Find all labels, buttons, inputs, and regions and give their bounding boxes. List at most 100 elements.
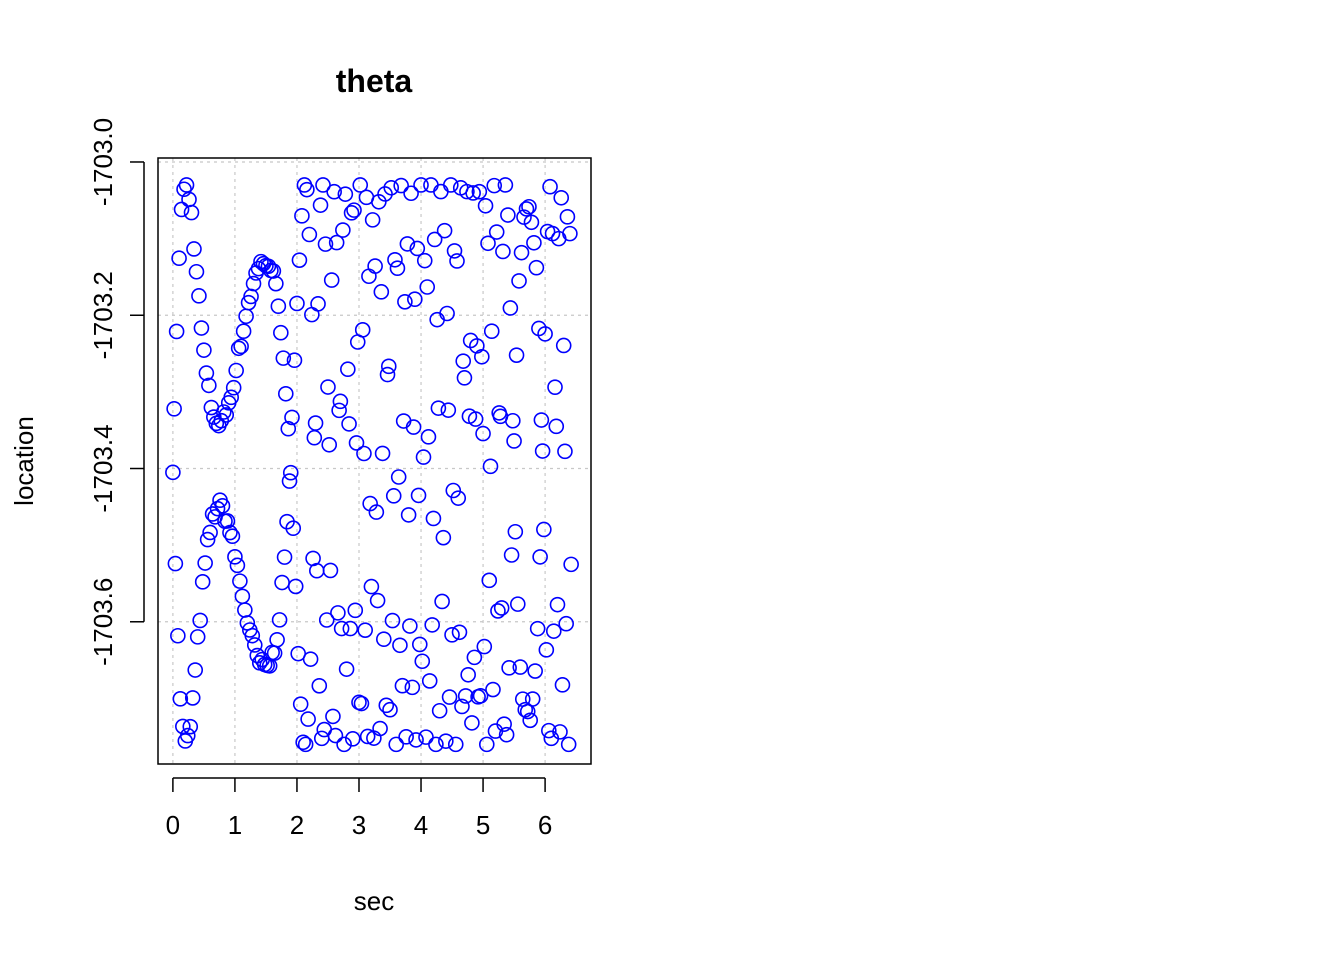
data-point	[459, 183, 475, 200]
data-point	[332, 393, 349, 410]
data-point	[188, 263, 205, 280]
data-point	[322, 562, 339, 579]
data-point	[326, 183, 342, 200]
data-point	[393, 177, 409, 194]
data-point	[486, 177, 503, 194]
data-point	[260, 258, 277, 275]
data-point	[517, 701, 534, 718]
data-point	[229, 557, 246, 574]
data-point	[294, 208, 310, 224]
data-point	[237, 602, 253, 618]
data-point	[233, 338, 249, 355]
data-point	[474, 348, 490, 365]
data-point	[465, 185, 481, 201]
data-point	[502, 300, 519, 316]
data-point	[302, 651, 319, 667]
data-point	[503, 547, 520, 563]
y-tick-label: -1703.4	[88, 424, 118, 512]
data-point	[407, 291, 423, 308]
data-point	[481, 572, 498, 589]
data-point	[273, 324, 289, 341]
data-point	[184, 690, 201, 706]
data-point	[394, 677, 411, 694]
data-point	[306, 429, 323, 446]
data-point	[523, 214, 540, 231]
data-point	[182, 718, 199, 735]
data-point	[280, 420, 297, 437]
data-point	[265, 263, 282, 279]
data-point	[524, 691, 541, 707]
data-point	[223, 389, 240, 406]
data-point	[315, 177, 331, 193]
x-tick-label: 4	[414, 810, 428, 840]
data-point	[475, 425, 491, 442]
data-point	[311, 678, 328, 694]
data-point	[420, 429, 437, 445]
data-point	[348, 435, 365, 451]
data-point	[338, 661, 355, 677]
data-point	[455, 353, 472, 369]
data-point	[563, 556, 579, 573]
data-point	[397, 293, 413, 310]
data-point	[170, 627, 186, 644]
x-axis: 0 1 2 3 4 5 6	[166, 777, 552, 840]
data-point	[346, 202, 362, 218]
data-point	[201, 377, 217, 394]
data-point	[299, 181, 315, 198]
data-point	[450, 490, 467, 506]
data-point	[175, 718, 191, 735]
data-point	[438, 733, 454, 749]
data-point	[464, 715, 480, 731]
data-point	[522, 712, 539, 729]
data-point	[500, 207, 516, 223]
data-point	[165, 464, 181, 481]
data-point	[443, 177, 459, 193]
data-point	[356, 445, 372, 462]
data-point	[447, 736, 464, 753]
data-point	[359, 728, 376, 745]
data-point	[558, 615, 574, 632]
data-point	[320, 379, 336, 395]
data-point	[285, 520, 302, 536]
data-point	[390, 469, 407, 485]
data-point	[398, 729, 414, 745]
data-point	[269, 631, 285, 648]
data-point	[179, 727, 196, 744]
data-point	[300, 711, 316, 727]
data-point	[234, 588, 251, 605]
x-tick-label: 6	[538, 810, 552, 840]
data-point	[307, 415, 324, 431]
data-point	[439, 305, 455, 322]
data-point	[498, 726, 515, 743]
data-point	[213, 412, 230, 429]
data-point	[444, 627, 460, 643]
data-point	[227, 549, 243, 565]
data-point	[471, 183, 488, 200]
data-point	[286, 352, 303, 369]
data-point	[238, 308, 254, 325]
y-tick-label: -1703.6	[88, 578, 118, 666]
data-point	[476, 638, 493, 655]
plot-frame	[157, 157, 592, 765]
data-point	[400, 507, 417, 523]
data-point	[192, 612, 208, 629]
chart-title: theta	[336, 63, 413, 99]
data-point	[518, 201, 535, 217]
data-point	[318, 612, 335, 628]
data-point	[441, 689, 458, 705]
data-point	[172, 691, 189, 707]
data-point	[404, 679, 421, 696]
data-point	[167, 555, 184, 572]
data-point	[330, 605, 346, 621]
x-tick-label: 0	[166, 810, 180, 840]
data-point	[372, 720, 388, 737]
data-point	[321, 436, 338, 453]
data-point	[547, 379, 563, 395]
data-point	[340, 361, 356, 378]
data-point	[480, 235, 496, 252]
data-point	[509, 596, 526, 612]
data-point	[433, 183, 449, 200]
data-point	[434, 593, 450, 610]
data-point	[323, 272, 340, 288]
